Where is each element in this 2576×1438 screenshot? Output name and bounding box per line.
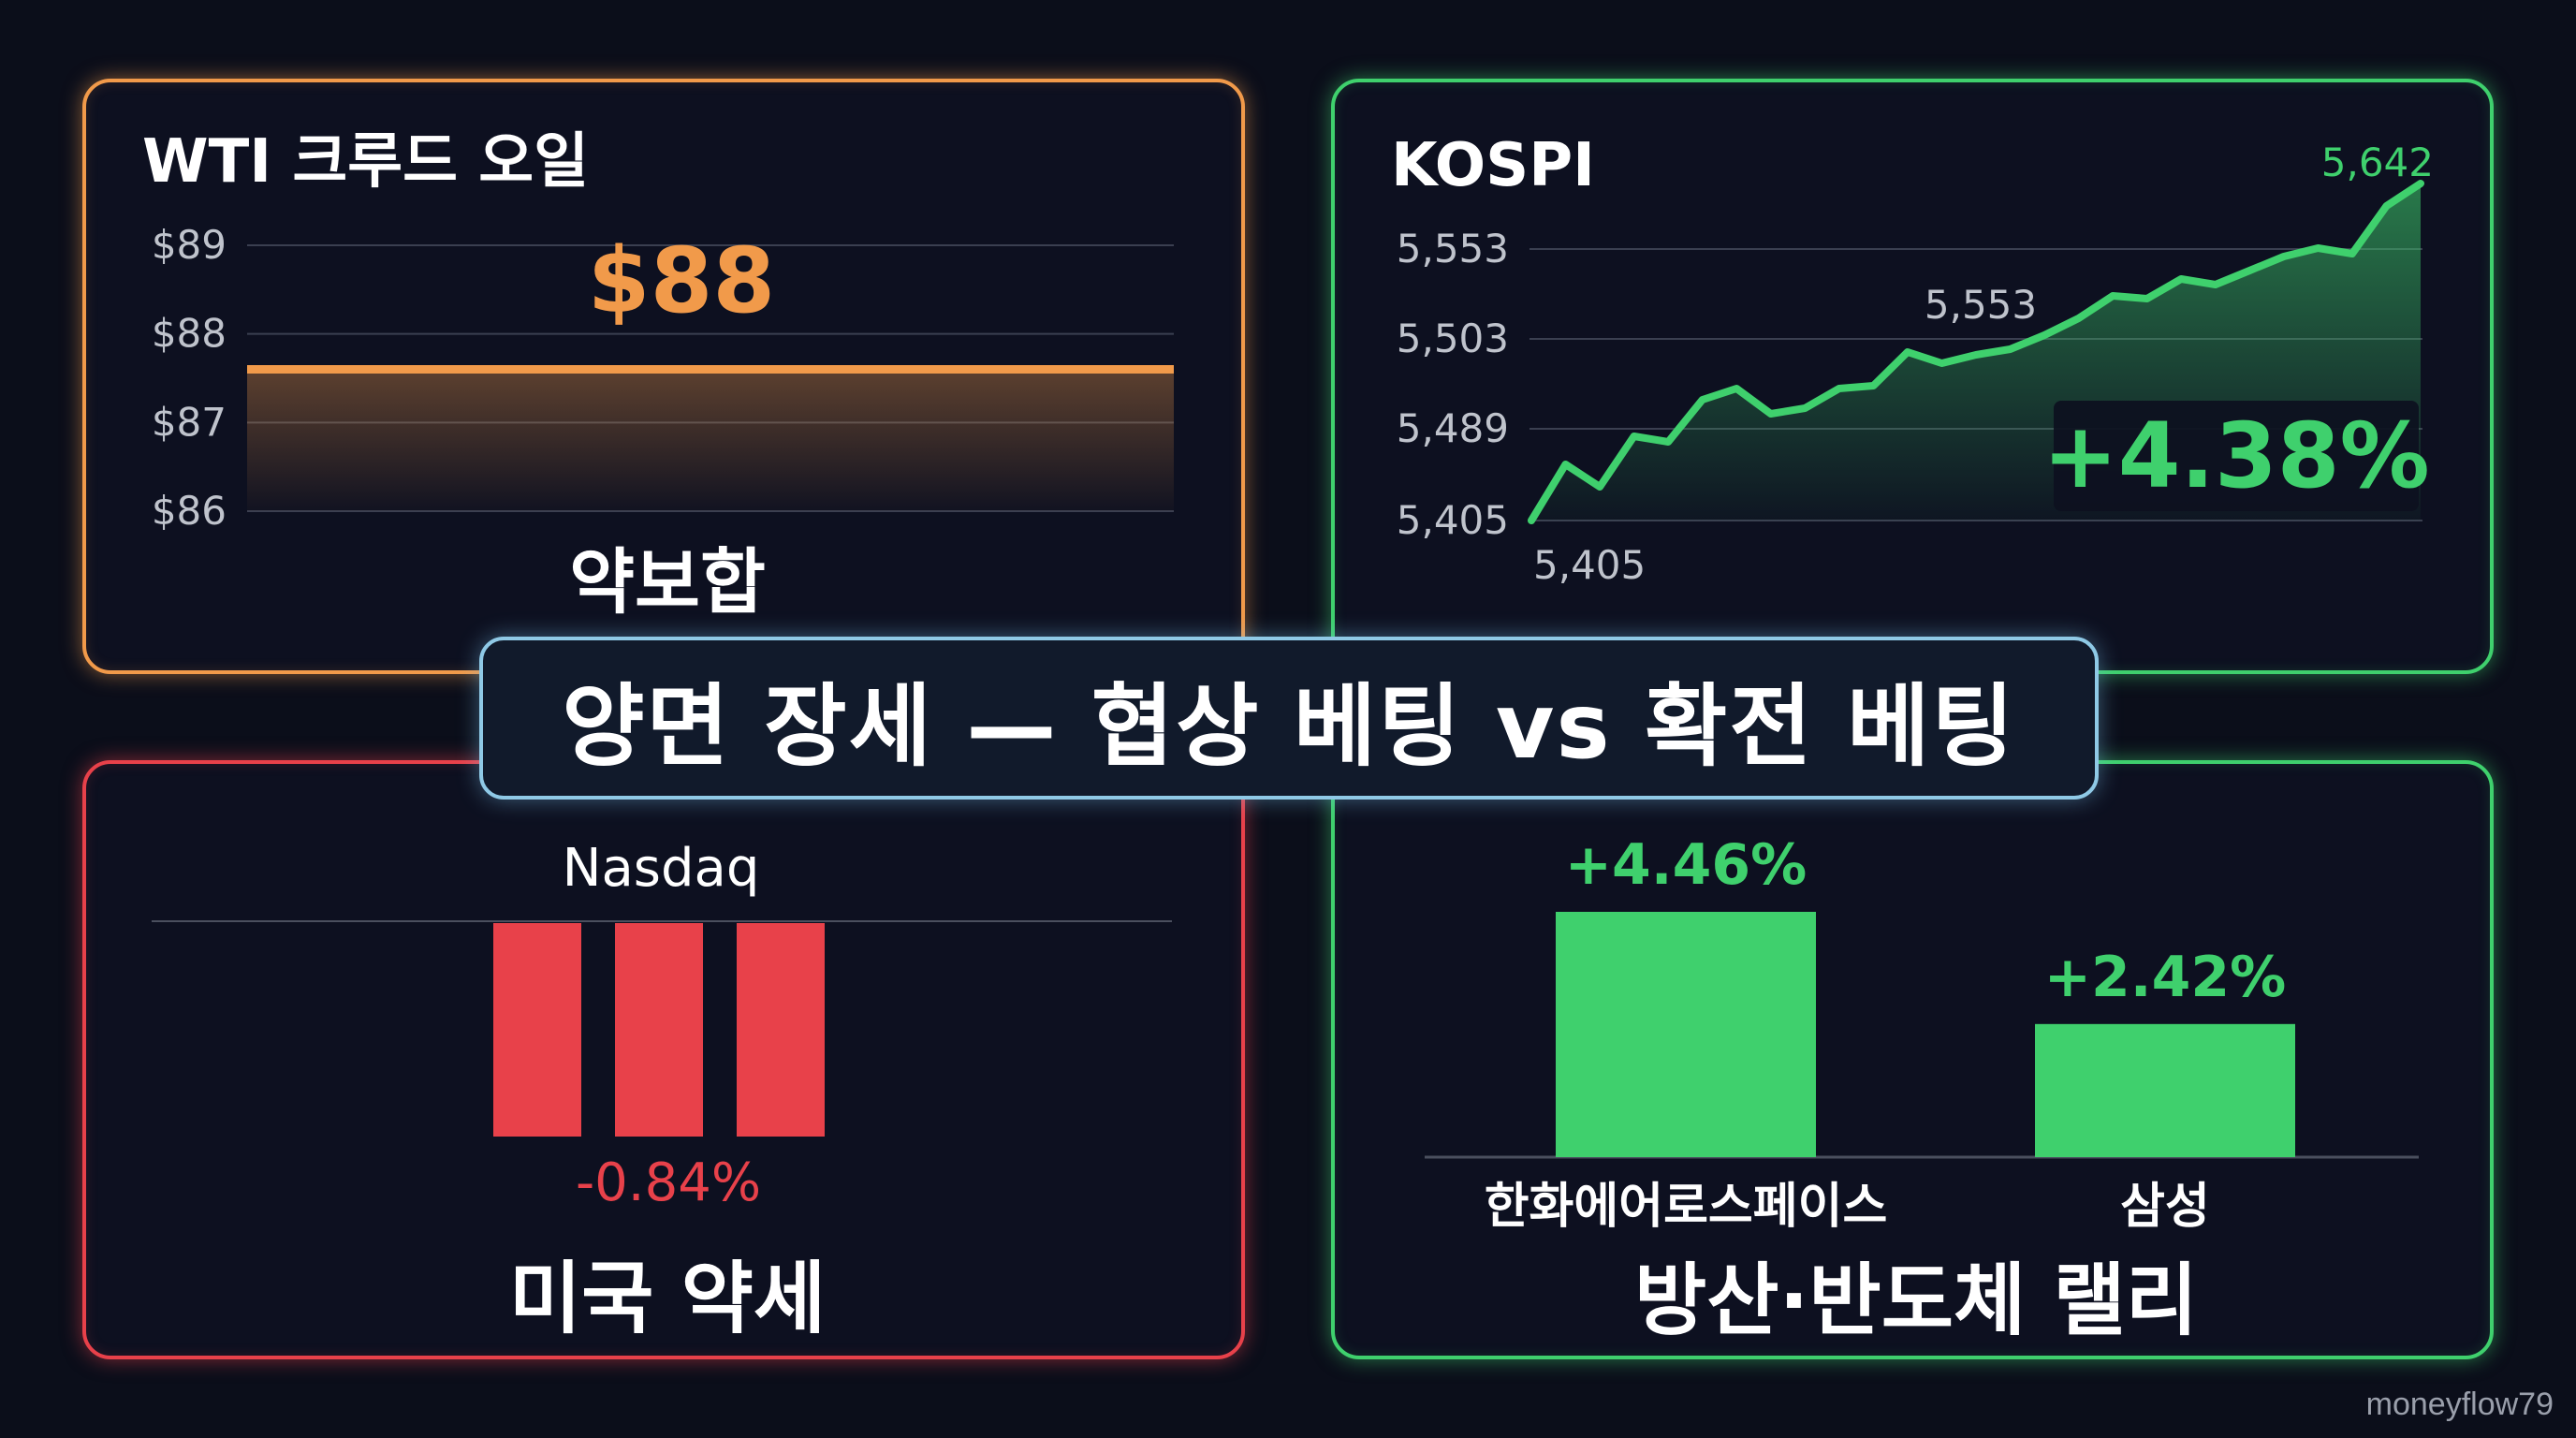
nasdaq-panel: Nasdaq -0.84% 미국 약세: [82, 760, 1245, 1359]
wti-panel: WTI 크루드 오일 $89 $88 $87 $86 $88 약보합: [82, 79, 1245, 674]
nasdaq-chart: Nasdaq -0.84% 미국 약세: [152, 838, 1172, 1344]
wti-ytick: $86: [152, 488, 227, 534]
kospi-point: [1665, 439, 1672, 445]
sector-bar: [2035, 1023, 2295, 1157]
kospi-point: [2042, 332, 2048, 338]
wti-price-label: $88: [588, 228, 775, 333]
kospi-ytick: 5,405: [1397, 497, 1509, 543]
nasdaq-bar: [493, 923, 581, 1137]
kospi-point: [2349, 251, 2355, 257]
kospi-point: [1802, 405, 1808, 411]
kospi-point: [2110, 293, 2116, 299]
sector-value-label: +2.42%: [2044, 945, 2286, 1010]
wti-label-backdrop: [564, 247, 882, 331]
kospi-point: [1529, 518, 1534, 523]
kospi-point: [2075, 315, 2082, 321]
kospi-point: [1904, 349, 1910, 355]
wti-ytick: $88: [152, 311, 227, 357]
nasdaq-title: Nasdaq: [563, 838, 760, 899]
kospi-change-label: +4.38%: [2042, 404, 2429, 508]
kospi-point: [1631, 433, 1637, 439]
kospi-point: [2007, 346, 2013, 352]
kospi-point: [2315, 245, 2321, 251]
nasdaq-bar: [615, 923, 703, 1137]
sector-category-label: 한화에어로스페이스: [1485, 1179, 1888, 1235]
kospi-point: [1870, 383, 1877, 389]
kospi-point: [2178, 276, 2185, 282]
kospi-point: [1562, 462, 1569, 467]
kospi-ytick: 5,489: [1397, 405, 1509, 451]
watermark: moneyflow79: [2365, 1387, 2554, 1422]
wti-ytick: $89: [152, 222, 227, 268]
kospi-ytick: 5,503: [1397, 315, 1509, 361]
kospi-point: [2212, 282, 2218, 287]
kospi-point: [2280, 254, 2287, 259]
kospi-point: [1836, 386, 1842, 391]
kospi-change-backdrop: [2054, 401, 2419, 511]
kospi-mid-label: 5,553: [1925, 282, 2037, 328]
wti-caption: 약보합: [569, 540, 766, 624]
kospi-point: [2418, 181, 2423, 186]
kospi-point: [1597, 484, 1603, 490]
nasdaq-value-label: -0.84%: [576, 1152, 761, 1213]
wti-chart: WTI 크루드 오일 $89 $88 $87 $86 $88 약보합: [142, 127, 1174, 624]
kospi-point: [2383, 203, 2390, 209]
nasdaq-bar: [737, 923, 825, 1137]
kospi-point: [1939, 360, 1945, 366]
sector-caption: 방산·반도체 랠리: [1634, 1255, 2198, 1346]
sector-bar: [1556, 911, 1816, 1157]
headline-banner: 양면 장세 — 협상 베팅 vs 확전 베팅: [479, 637, 2099, 800]
kospi-point: [2247, 268, 2253, 273]
wti-area: [247, 369, 1174, 511]
kospi-point: [1767, 411, 1774, 417]
kospi-ytick: 5,553: [1397, 226, 1509, 271]
nasdaq-caption: 미국 약세: [509, 1253, 826, 1344]
wti-ytick: $87: [152, 399, 227, 445]
kospi-end-label: 5,642: [2321, 139, 2434, 185]
sector-value-label: +4.46%: [1565, 832, 1807, 898]
kospi-point: [1973, 352, 1979, 358]
kospi-panel: KOSPI 5,553 5,503 5,489 5,405 5,642 5,553 5,405…: [1331, 79, 2494, 674]
kospi-title: KOSPI: [1391, 131, 1595, 200]
sector-category-label: 삼성: [2120, 1179, 2210, 1235]
wti-title: WTI 크루드 오일: [142, 127, 589, 197]
kospi-point: [2144, 296, 2150, 301]
kospi-point: [1734, 386, 1740, 391]
kospi-start-label: 5,405: [1533, 542, 1646, 588]
kospi-chart: KOSPI 5,553 5,503 5,489 5,405 5,642 5,553 5,405…: [1391, 131, 2434, 588]
kospi-point: [1699, 397, 1705, 403]
